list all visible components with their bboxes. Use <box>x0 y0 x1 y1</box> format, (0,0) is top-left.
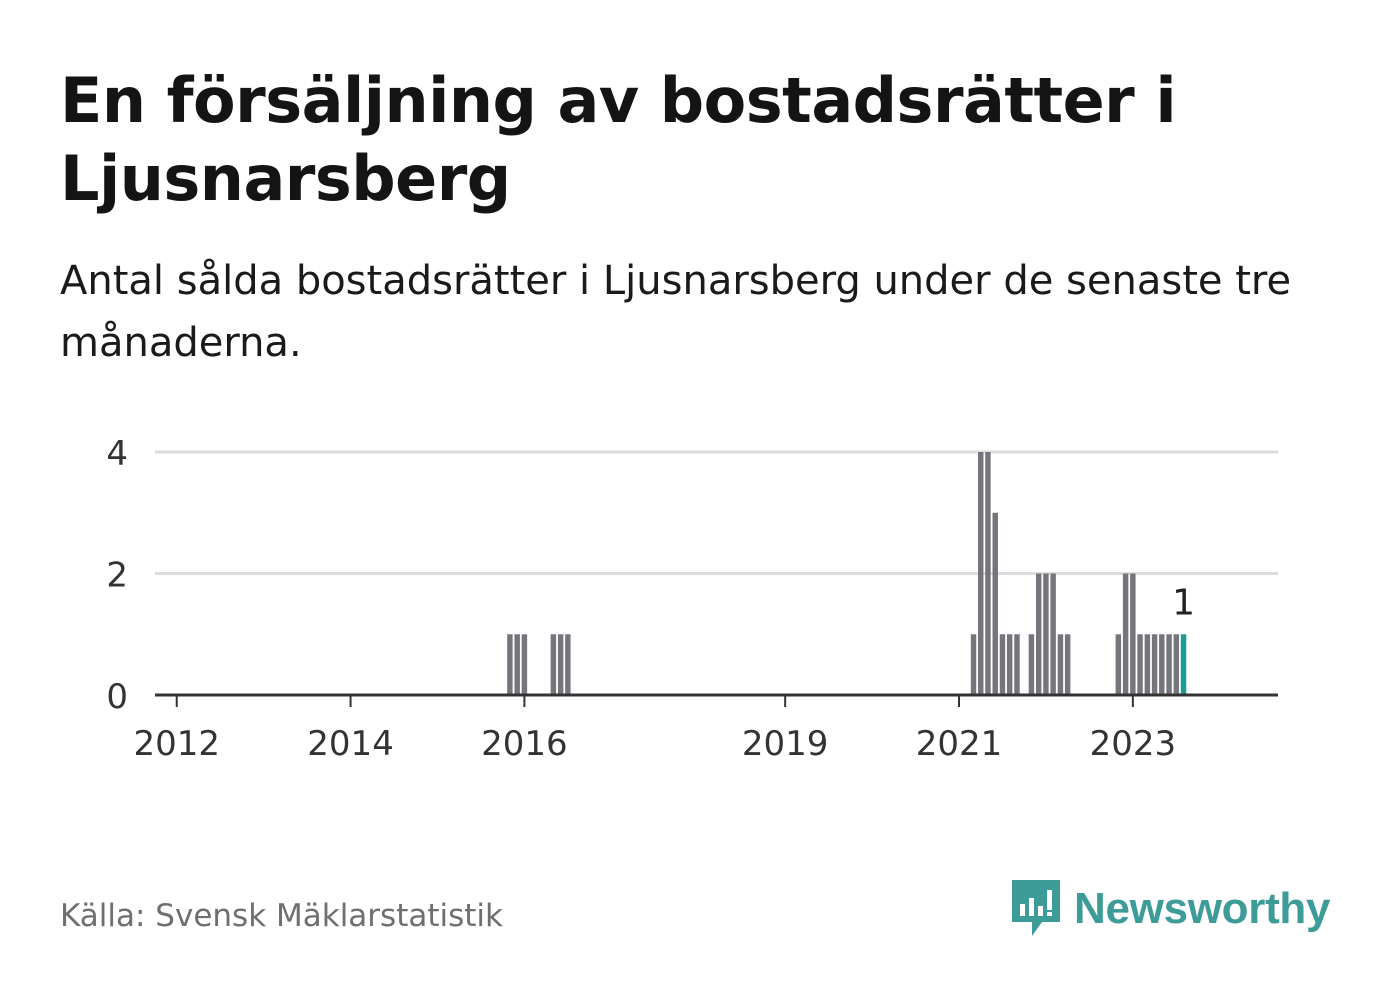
bar-2022-12 <box>1115 634 1122 695</box>
bar-2023-03 <box>1137 634 1143 695</box>
bar-2023-01 <box>1122 573 1129 695</box>
x-tick-label: 2019 <box>742 724 829 764</box>
bars <box>507 452 1187 695</box>
bar-2016-06 <box>557 634 564 695</box>
x-tick-label: 2016 <box>481 724 568 764</box>
bar-2021-08 <box>1006 634 1013 695</box>
y-tick-label: 0 <box>106 677 128 717</box>
bar-2023-06 <box>1159 634 1165 695</box>
y-tick-label: 4 <box>106 434 128 474</box>
bar-2023-04 <box>1144 634 1151 695</box>
y-axis-ticks: 0 2 4 <box>106 434 128 717</box>
bar-2023-05 <box>1151 634 1158 695</box>
y-tick-label: 2 <box>106 556 128 596</box>
bar-2021-12 <box>1043 573 1049 695</box>
bar-2021-05 <box>985 452 991 695</box>
bar-2022-02 <box>1057 634 1064 695</box>
x-tick-label: 2021 <box>916 724 1003 764</box>
bar-2021-03 <box>970 634 977 695</box>
newsworthy-logo-icon <box>1012 880 1060 936</box>
bar-2016-05 <box>550 634 557 695</box>
bar-2021-09 <box>1014 634 1020 695</box>
bar-2021-07 <box>999 634 1006 695</box>
bar-2016-01 <box>521 634 528 695</box>
bar-2023-09 <box>1180 634 1187 695</box>
bar-2021-04 <box>978 452 984 695</box>
annotations: 1 <box>1172 582 1195 623</box>
x-tick-label: 2023 <box>1090 724 1177 764</box>
x-axis-ticks: 2012 2014 2016 2019 2021 2023 <box>133 695 1176 764</box>
grid-lines <box>155 450 1278 575</box>
last-value-label: 1 <box>1172 582 1195 623</box>
bar-2021-11 <box>1035 573 1042 695</box>
chart-title: En försäljning av bostadsrätter i Ljusna… <box>60 64 1177 215</box>
bar-2021-06 <box>992 512 998 695</box>
bar-2021-10 <box>1028 634 1035 695</box>
bar-2016-07 <box>565 634 571 695</box>
bar-2023-08 <box>1173 634 1180 695</box>
bar-2015-12 <box>514 634 520 695</box>
brand-name: Newsworthy <box>1074 884 1331 933</box>
brand-logo: Newsworthy <box>1010 878 1330 940</box>
x-tick-label: 2014 <box>307 724 394 764</box>
source-note: Källa: Svensk Mäklarstatistik <box>60 898 503 934</box>
bar-2023-02 <box>1130 573 1136 695</box>
chart-subtitle: Antal sålda bostadsrätter i Ljusnarsberg… <box>60 258 1292 366</box>
x-tick-label: 2012 <box>133 724 220 764</box>
bar-2023-07 <box>1166 634 1172 695</box>
bar-2022-01 <box>1050 573 1056 695</box>
bar-2022-03 <box>1064 634 1071 695</box>
bar-2015-11 <box>507 634 513 695</box>
